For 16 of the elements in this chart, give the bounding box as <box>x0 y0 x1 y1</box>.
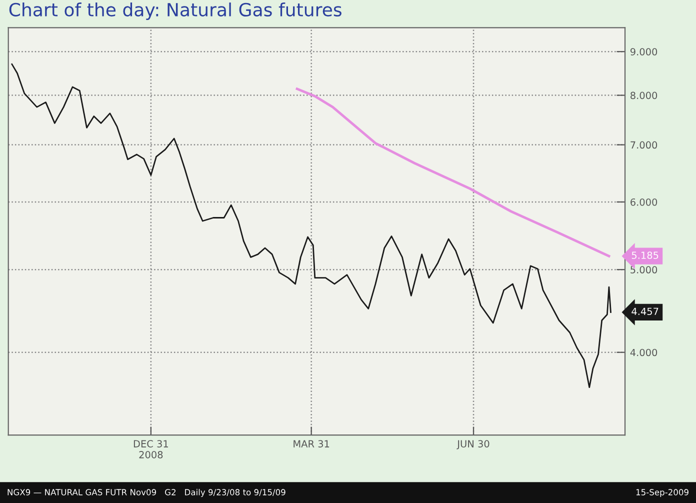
x-tick-label: MAR 31 <box>294 440 330 448</box>
line-series <box>11 63 612 388</box>
x-tick-label: JUN 30 <box>456 440 490 450</box>
y-tick-label: 6.000 <box>630 198 658 206</box>
y-tick-label: 5.000 <box>630 266 658 274</box>
y-tick-label: 7.000 <box>630 141 658 149</box>
text: 15-Sep-2009 <box>636 489 688 497</box>
annotation: 4.457 <box>632 308 658 316</box>
text: NGX9 — NATURAL GAS FUTR Nov09 G2 Daily 9/23/08 to 9/15/09 <box>8 488 286 497</box>
y-tick-label: 9.000 <box>630 48 658 56</box>
y-tick-label: 4.000 <box>630 348 658 356</box>
line-series <box>296 88 610 258</box>
chart-title: Chart of the day: Natural Gas futures <box>9 2 342 20</box>
annotation: 5.185 <box>632 252 658 259</box>
y-tick-label: 8.000 <box>630 92 658 100</box>
x-tick-label: DEC 31 2008 <box>134 440 168 458</box>
